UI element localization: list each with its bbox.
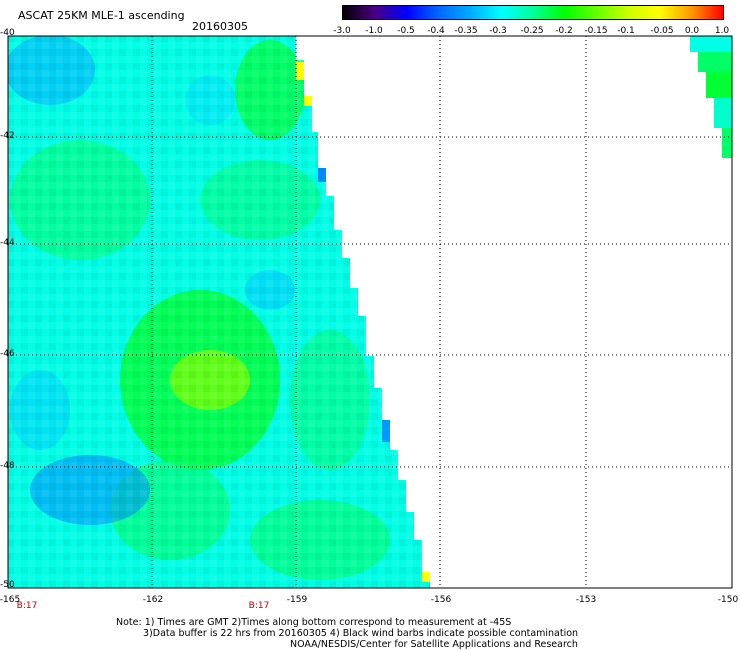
note-line-1: Note: 1) Times are GMT 2)Times along bot…: [116, 617, 512, 628]
plot-frame: [7, 35, 733, 589]
y-label-lat: -46: [0, 349, 15, 359]
colorbar-tick-label: -0.35: [454, 26, 478, 36]
y-label-lat: -50: [0, 580, 15, 590]
colorbar-tick-label: -0.4: [427, 26, 445, 36]
colorbar-tick-label: 1.0: [714, 26, 730, 36]
colorbar-tick-label: -1.0: [365, 26, 383, 36]
x-label-lon: -153: [575, 595, 597, 605]
x-label-lon: -165: [0, 595, 21, 605]
colorbar-tick-label: -3.0: [333, 26, 351, 36]
colorbar: [342, 5, 724, 20]
map-title: ASCAT 25KM MLE-1 ascending: [18, 9, 185, 22]
note-line-2: 3)Data buffer is 22 hrs from 20160305 4)…: [143, 628, 579, 639]
right-swath-strip: [690, 36, 732, 158]
x-label-lon: -150: [717, 595, 739, 605]
y-label-lat: -48: [0, 461, 15, 471]
y-label-lat: -42: [0, 131, 15, 141]
swath-field: [8, 36, 430, 588]
colorbar-tick-label: 0.0: [684, 26, 700, 36]
colorbar-tick-label: -0.5: [397, 26, 415, 36]
x-label-lon: -159: [286, 595, 308, 605]
y-label-lat: -44: [0, 238, 15, 248]
time-marker: B:17: [16, 601, 38, 611]
grid-lines: [8, 36, 732, 588]
x-label-lon: -156: [430, 595, 452, 605]
note-line-3: NOAA/NESDIS/Center for Satellite Applica…: [290, 639, 578, 650]
colorbar-tick-label: -0.1: [617, 26, 635, 36]
time-marker: B:17: [248, 601, 270, 611]
colorbar-tick-label: -0.3: [489, 26, 507, 36]
map-date: 20160305: [192, 20, 248, 33]
x-label-lon: -162: [142, 595, 164, 605]
colorbar-tick-label: -0.2: [555, 26, 573, 36]
colorbar-labels: -3.0 -1.0 -0.5 -0.4 -0.35 -0.3 -0.25 -0.2 -0.15-…: [326, 26, 736, 38]
colorbar-tick-label: -0.05: [650, 26, 674, 36]
colorbar-tick-label: -0.15: [584, 26, 608, 36]
colorbar-tick-label: -0.25: [520, 26, 544, 36]
y-label-lat: -40: [0, 28, 15, 38]
